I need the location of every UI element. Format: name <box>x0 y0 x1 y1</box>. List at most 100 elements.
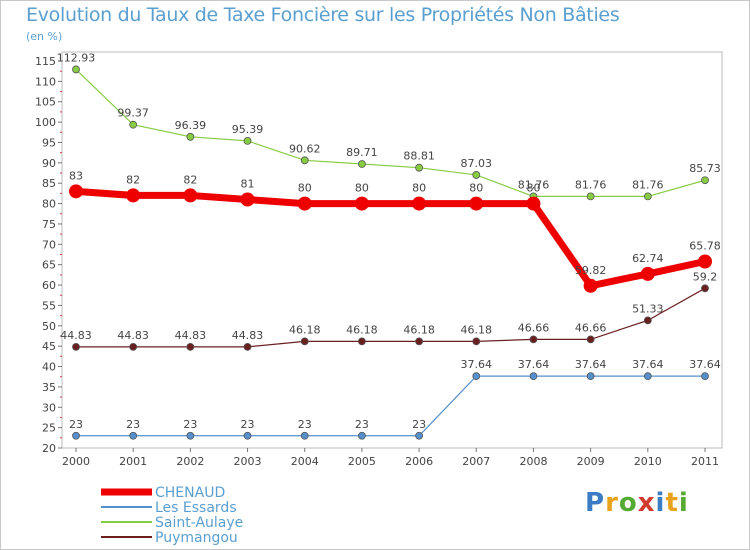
data-label: 80 <box>412 182 426 195</box>
logo-letter: o <box>618 488 638 518</box>
data-label: 23 <box>126 418 140 431</box>
legend-label: Saint-Aulaye <box>155 515 243 531</box>
data-point <box>186 431 195 440</box>
data-label: 112.93 <box>57 51 96 64</box>
data-point <box>415 163 423 172</box>
data-point <box>358 431 366 440</box>
data-label: 46.18 <box>289 323 321 336</box>
series-line-saint-aulaye <box>75 68 706 198</box>
data-point <box>129 431 138 440</box>
data-point <box>358 337 366 346</box>
y-tick-label: 115 <box>35 55 56 68</box>
series-line-chenaud <box>72 187 709 290</box>
data-point <box>698 254 712 269</box>
data-label: 59.2 <box>693 270 718 283</box>
logo-letter: i <box>678 488 689 518</box>
data-label: 37.64 <box>632 358 664 371</box>
y-tick-label: 35 <box>42 381 56 394</box>
logo-letter: P <box>585 488 606 518</box>
data-point <box>243 342 252 351</box>
data-point <box>640 266 655 281</box>
data-label: 87.03 <box>461 157 493 170</box>
x-tick-label: 2001 <box>119 455 147 468</box>
y-tick-label: 50 <box>42 320 56 333</box>
data-label: 80 <box>298 182 312 195</box>
data-point <box>129 342 138 351</box>
data-label: 62.74 <box>632 252 664 265</box>
series-line-les-essards <box>75 375 706 437</box>
y-tick-label: 70 <box>42 238 56 251</box>
y-tick-label: 105 <box>35 96 56 109</box>
data-label: 89.71 <box>346 146 378 159</box>
x-tick-label: 2009 <box>577 455 605 468</box>
data-point <box>72 431 80 440</box>
data-point <box>358 160 366 168</box>
data-label: 37.64 <box>518 358 550 371</box>
data-point <box>186 132 195 141</box>
data-point <box>300 431 309 440</box>
data-point <box>72 342 80 351</box>
data-point <box>243 431 252 440</box>
data-point <box>240 192 255 207</box>
x-tick-label: 2004 <box>291 455 319 468</box>
data-label: 85.73 <box>689 162 721 175</box>
data-label: 80 <box>355 182 369 195</box>
data-label: 23 <box>69 418 83 431</box>
data-label: 23 <box>183 418 197 431</box>
data-point <box>415 337 423 346</box>
proxiti-logo: Proxiti <box>585 488 689 518</box>
data-label: 65.78 <box>689 240 721 253</box>
legend-label: Puymangou <box>155 530 238 546</box>
data-point <box>701 284 709 293</box>
x-tick-label: 2006 <box>405 455 433 468</box>
data-label: 46.18 <box>346 323 378 336</box>
chart-title: Evolution du Taux de Taxe Foncière sur l… <box>26 4 620 26</box>
y-tick-label: 100 <box>35 116 56 129</box>
data-label: 46.66 <box>518 321 550 334</box>
data-label: 44.83 <box>117 329 149 342</box>
data-point <box>586 192 595 201</box>
data-label: 37.64 <box>461 358 493 371</box>
data-point <box>297 196 312 211</box>
data-label: 46.18 <box>461 323 493 336</box>
data-point <box>183 188 198 203</box>
y-tick-label: 75 <box>42 218 56 231</box>
x-tick-label: 2000 <box>62 455 90 468</box>
data-label: 23 <box>355 418 369 431</box>
data-point <box>472 372 481 381</box>
data-label: 46.66 <box>575 321 607 334</box>
data-point <box>701 176 709 185</box>
logo-letter: t <box>665 488 679 518</box>
data-point <box>586 372 595 381</box>
data-point <box>415 431 423 440</box>
x-tick-label: 2005 <box>348 455 376 468</box>
y-tick-label: 80 <box>42 198 56 211</box>
data-label: 44.83 <box>175 329 207 342</box>
data-point <box>354 196 369 211</box>
data-point <box>243 136 252 145</box>
data-label: 82 <box>183 173 197 186</box>
data-label: 23 <box>241 418 255 431</box>
data-point <box>586 335 595 344</box>
x-tick-label: 2002 <box>176 455 204 468</box>
data-label: 83 <box>69 169 83 182</box>
data-label: 81.76 <box>632 178 664 191</box>
data-point <box>643 316 652 325</box>
y-tick-label: 55 <box>42 299 56 312</box>
plot-area <box>61 51 723 449</box>
data-label: 82 <box>126 173 140 186</box>
data-label: 37.64 <box>689 358 721 371</box>
y-tick-label: 110 <box>35 75 56 88</box>
data-label: 59.82 <box>575 264 607 277</box>
data-label: 99.37 <box>117 107 149 120</box>
x-tick-label: 2008 <box>519 455 547 468</box>
data-label: 81.76 <box>518 178 550 191</box>
data-point <box>126 188 141 203</box>
data-point <box>469 196 484 211</box>
y-tick-label: 40 <box>42 361 56 374</box>
x-tick-label: 2007 <box>462 455 490 468</box>
y-tick-label: 30 <box>42 401 56 414</box>
data-point <box>643 192 652 201</box>
data-point <box>472 171 481 179</box>
